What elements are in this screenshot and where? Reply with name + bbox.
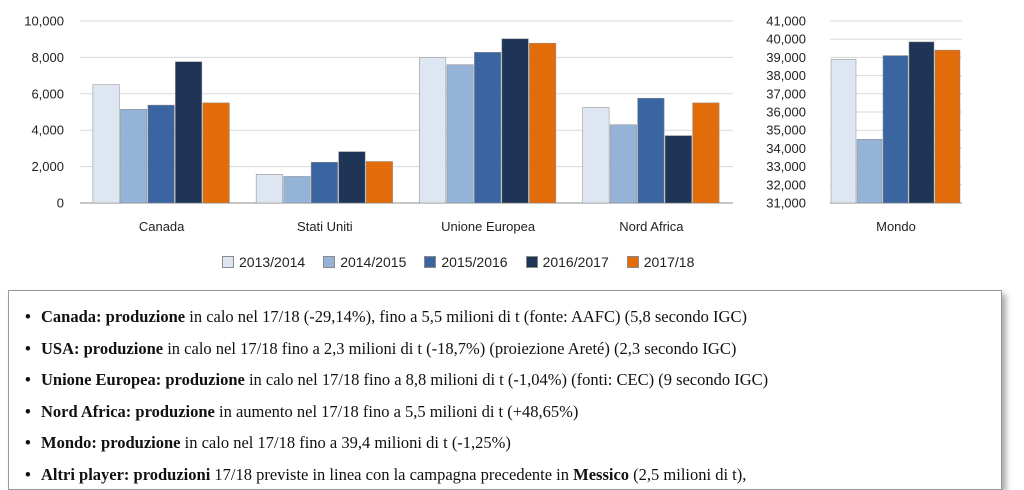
note-text: in calo nel 17/18 fino a 8,8 milioni di … (245, 370, 768, 389)
y-tick-label: 41,000 (766, 14, 806, 29)
note-bold: Nord Africa: produzione (41, 402, 215, 421)
note-text: in calo nel 17/18 (-29,14%), fino a 5,5 … (185, 307, 747, 326)
note-text: in aumento nel 17/18 fino a 5,5 milioni … (215, 402, 579, 421)
note-item: Altri player: produzioni 17/18 previste … (41, 459, 987, 490)
note-text: 17/18 previste in linea con la campagna … (210, 465, 573, 484)
legend-item: 2014/2015 (323, 254, 406, 270)
y-tick-label: 6,000 (31, 86, 64, 101)
y-tick-label: 32,000 (766, 177, 806, 192)
chart-area: 0 2,000 4,000 6,000 8,000 10,000 Canada Stati U… (0, 0, 1024, 280)
note-bold: Altri player: produzioni (41, 465, 210, 484)
note-bold: Canada: produzione (41, 307, 185, 326)
y-tick-label: 0 (57, 196, 64, 211)
notes-list: Canada: produzione in calo nel 17/18 (-2… (23, 301, 987, 490)
y-tick-label: 2,000 (31, 159, 64, 174)
legend-item: 2013/2014 (222, 254, 305, 270)
bar (665, 136, 692, 203)
bar (447, 65, 474, 203)
legend-label: 2014/2015 (340, 254, 406, 270)
legend-swatch (526, 256, 538, 268)
note-item: Unione Europea: produzione in calo nel 1… (41, 364, 987, 396)
y-tick-label: 36,000 (766, 105, 806, 120)
note-item: USA: produzione in calo nel 17/18 fino a… (41, 333, 987, 365)
bar (120, 109, 147, 203)
bar (502, 39, 529, 203)
legend-label: 2013/2014 (239, 254, 305, 270)
notes-box: Canada: produzione in calo nel 17/18 (-2… (8, 290, 1002, 490)
note-text: in calo nel 17/18 fino a 39,4 milioni di… (181, 433, 511, 452)
bar (284, 176, 311, 203)
legend-item: 2015/2016 (424, 254, 507, 270)
y-tick-label: 31,000 (766, 196, 806, 211)
category-label: Mondo (876, 219, 916, 234)
bar-charts: 0 2,000 4,000 6,000 8,000 10,000 Canada Stati U… (0, 0, 1024, 250)
y-tick-label: 37,000 (766, 86, 806, 101)
note-item: Nord Africa: produzione in aumento nel 1… (41, 396, 987, 428)
bar (419, 57, 446, 203)
legend-swatch (627, 256, 639, 268)
note-item: Mondo: produzione in calo nel 17/18 fino… (41, 427, 987, 459)
legend-swatch (222, 256, 234, 268)
bar (203, 103, 230, 203)
bar (883, 56, 908, 203)
bar (148, 105, 175, 203)
bar (935, 50, 960, 203)
y-tick-label: 40,000 (766, 32, 806, 47)
bar (610, 125, 637, 203)
bar (256, 174, 283, 203)
bar (693, 103, 720, 203)
bar (93, 85, 120, 203)
note-item: Canada: produzione in calo nel 17/18 (-2… (41, 301, 987, 333)
bar (339, 152, 366, 203)
category-label: Nord Africa (619, 219, 684, 234)
y-tick-label: 8,000 (31, 50, 64, 65)
bar (831, 59, 856, 203)
y-tick-label: 39,000 (766, 50, 806, 65)
y-tick-label: 4,000 (31, 123, 64, 138)
note-bold: Messico (573, 465, 629, 484)
bar (175, 62, 202, 203)
bar (857, 139, 882, 203)
legend-item: 2017/18 (627, 254, 695, 270)
bar (583, 107, 610, 203)
category-label: Canada (139, 219, 185, 234)
bar (366, 162, 393, 203)
note-text: (2,5 milioni di t), (629, 465, 746, 484)
legend: 2013/2014 2014/2015 2015/2016 2016/2017 2017… (222, 254, 694, 270)
y-tick-label: 35,000 (766, 123, 806, 138)
legend-label: 2017/18 (644, 254, 695, 270)
y-tick-label: 33,000 (766, 159, 806, 174)
bar (311, 162, 338, 203)
bar (638, 98, 665, 203)
note-text: in calo nel 17/18 fino a 2,3 milioni di … (163, 339, 736, 358)
note-bold: Mondo: produzione (41, 433, 181, 452)
category-label: Stati Uniti (297, 219, 353, 234)
bar (909, 42, 934, 203)
legend-swatch (323, 256, 335, 268)
bar (529, 43, 556, 203)
y-tick-label: 34,000 (766, 141, 806, 156)
category-label: Unione Europea (441, 219, 536, 234)
note-bold: USA: produzione (41, 339, 163, 358)
legend-swatch (424, 256, 436, 268)
legend-item: 2016/2017 (526, 254, 609, 270)
note-bold: Unione Europea: produzione (41, 370, 245, 389)
legend-label: 2016/2017 (543, 254, 609, 270)
y-tick-label: 38,000 (766, 68, 806, 83)
legend-label: 2015/2016 (441, 254, 507, 270)
y-tick-label: 10,000 (24, 14, 64, 29)
bar (474, 52, 501, 203)
